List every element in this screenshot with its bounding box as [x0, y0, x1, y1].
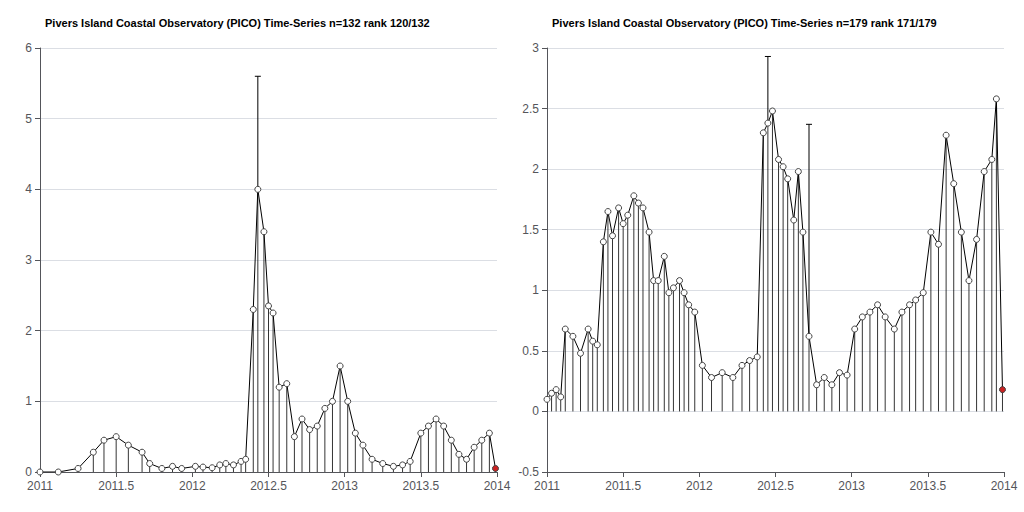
svg-text:2013: 2013 — [331, 479, 358, 493]
svg-text:1.5: 1.5 — [522, 223, 539, 237]
svg-text:2011: 2011 — [534, 479, 560, 493]
svg-text:4: 4 — [25, 182, 32, 196]
svg-text:3: 3 — [532, 41, 539, 55]
svg-text:1: 1 — [532, 283, 539, 297]
svg-text:2014: 2014 — [991, 479, 1018, 493]
svg-text:-0.5: -0.5 — [518, 465, 539, 479]
svg-text:2012: 2012 — [686, 479, 713, 493]
svg-text:2: 2 — [25, 324, 32, 338]
svg-text:2014: 2014 — [484, 479, 511, 493]
svg-text:5: 5 — [25, 112, 32, 126]
svg-text:1: 1 — [25, 394, 32, 408]
svg-text:2013.5: 2013.5 — [909, 479, 946, 493]
svg-text:2011.5: 2011.5 — [98, 479, 134, 493]
svg-text:3: 3 — [25, 253, 32, 267]
svg-text:Pivers Island Coastal Observat: Pivers Island Coastal Observatory (PICO)… — [552, 17, 937, 29]
svg-text:2012: 2012 — [179, 479, 206, 493]
svg-text:0: 0 — [532, 404, 539, 418]
svg-text:2.5: 2.5 — [522, 102, 539, 116]
svg-text:0: 0 — [25, 465, 32, 479]
svg-text:2011: 2011 — [27, 479, 53, 493]
svg-text:6: 6 — [25, 41, 32, 55]
svg-text:2011.5: 2011.5 — [605, 479, 641, 493]
svg-text:2012.5: 2012.5 — [757, 479, 794, 493]
svg-text:0.5: 0.5 — [522, 344, 539, 358]
svg-text:2012.5: 2012.5 — [250, 479, 287, 493]
svg-text:2013: 2013 — [838, 479, 865, 493]
svg-text:2: 2 — [532, 162, 539, 176]
svg-text:Pivers Island Coastal Observat: Pivers Island Coastal Observatory (PICO)… — [45, 17, 430, 29]
svg-text:2013.5: 2013.5 — [402, 479, 439, 493]
